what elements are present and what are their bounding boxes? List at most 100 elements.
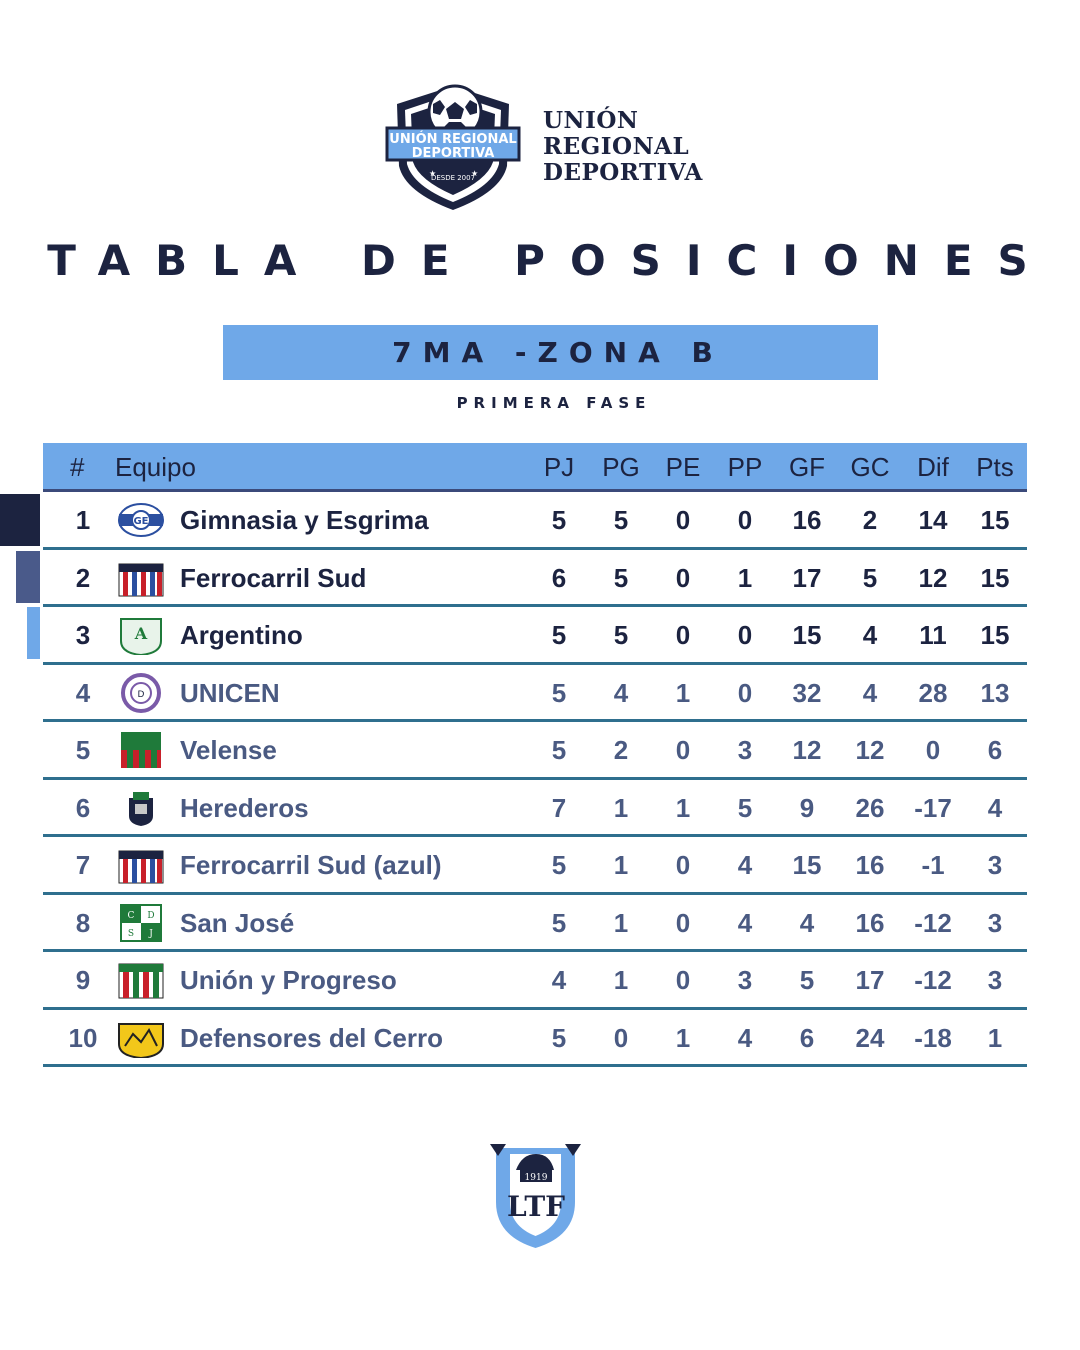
ferrocarril-crest-icon	[118, 563, 164, 596]
gf-cell: 5	[799, 965, 815, 995]
pp-cell: 5	[737, 792, 753, 823]
gc-cell: 2	[862, 505, 878, 535]
herederos-crest-icon	[129, 791, 153, 826]
argentino-crest-icon: A	[120, 618, 162, 655]
badge-line1: UNIÓN REGIONAL	[389, 131, 516, 147]
dif-cell: 11	[919, 620, 947, 650]
team-name: Defensores del Cerro	[180, 1022, 443, 1053]
header-gf: GF	[788, 452, 826, 482]
dif-cell: -12	[914, 965, 952, 995]
pj-cell: 5	[551, 505, 567, 535]
team-name: San José	[180, 907, 295, 938]
gc-cell: 24	[855, 1022, 885, 1053]
pg-cell: 1	[613, 907, 629, 938]
position-cell: 4	[75, 677, 91, 708]
pg-cell: 1	[613, 850, 629, 880]
position-cell: 9	[75, 965, 91, 995]
gc-cell: 26	[855, 792, 885, 823]
svg-text:C: C	[128, 911, 135, 921]
union-regional-logo: UNIÓN REGIONAL DEPORTIVA DESDE 2007 ★ ★ …	[383, 82, 723, 214]
table-row: 2 Ferrocarril Sud 6 5 0 1 17 5 12 15	[43, 550, 1027, 607]
team-name: UNICEN	[180, 677, 280, 708]
header-pe: PE	[665, 452, 701, 482]
gf-cell: 4	[799, 907, 815, 938]
header-pj: PJ	[543, 452, 575, 482]
team-name: Unión y Progreso	[180, 965, 397, 995]
dif-cell: -18	[914, 1022, 952, 1053]
table-row: 5 Velense 5 2 0 3 12 12 0 6	[43, 722, 1027, 780]
position-cell: 8	[75, 907, 91, 938]
table-body: GE 1 Gimnasia y Esgrima 5 5 0 0 16 2 14 15 2 Ferroca…	[43, 492, 1027, 1067]
pts-cell: 15	[980, 505, 1010, 535]
defensores-crest-icon	[118, 1022, 164, 1058]
pj-cell: 5	[551, 850, 567, 880]
pg-cell: 5	[613, 562, 629, 593]
pj-cell: 7	[551, 792, 567, 823]
dif-cell: -1	[921, 850, 945, 880]
pj-cell: 5	[551, 907, 567, 938]
pp-cell: 4	[737, 907, 753, 938]
pp-cell: 3	[737, 965, 753, 995]
gf-cell: 16	[792, 505, 822, 535]
footer-year: 1919	[525, 1173, 548, 1183]
dif-cell: -17	[914, 792, 952, 823]
gc-cell: 16	[855, 850, 885, 880]
svg-text:A: A	[134, 624, 148, 643]
pts-cell: 13	[980, 677, 1010, 708]
pts-cell: 15	[980, 620, 1010, 650]
gc-cell: 16	[855, 907, 885, 938]
gc-cell: 5	[862, 562, 878, 593]
pg-cell: 5	[613, 505, 629, 535]
gc-cell: 4	[862, 620, 878, 650]
unicen-crest-icon: D	[121, 672, 161, 713]
pp-cell: 3	[737, 735, 753, 765]
table-row: A 3 Argentino 5 5 0 0 15 4 11 15	[43, 607, 1027, 665]
podium-marker-1	[0, 494, 40, 546]
position-cell: 7	[75, 850, 91, 880]
position-cell: 5	[75, 735, 91, 765]
pp-cell: 0	[737, 505, 753, 535]
header-pos: #	[70, 452, 85, 482]
pe-cell: 1	[675, 792, 691, 823]
pts-cell: 3	[987, 850, 1003, 880]
union-progreso-crest-icon	[118, 963, 164, 999]
pts-cell: 6	[987, 735, 1003, 765]
position-cell: 1	[75, 505, 91, 535]
phase-label: PRIMERA FASE	[456, 394, 652, 412]
gf-cell: 15	[792, 620, 822, 650]
dif-cell: 0	[925, 735, 941, 765]
badge-since: DESDE 2007	[431, 174, 475, 182]
gimnasia-crest-icon: GE	[118, 503, 164, 537]
svg-text:D: D	[138, 690, 145, 700]
gc-cell: 4	[862, 677, 878, 708]
pe-cell: 0	[675, 735, 691, 765]
table-row: 10 Defensores del Cerro 5 0 1 4 6 24 -18 1	[43, 1010, 1027, 1067]
header-pp: PP	[727, 452, 763, 482]
pp-cell: 0	[737, 677, 753, 708]
pe-cell: 0	[675, 965, 691, 995]
pj-cell: 5	[551, 1022, 567, 1053]
table-row: GE 1 Gimnasia y Esgrima 5 5 0 0 16 2 14 15	[43, 492, 1027, 550]
san-jose-crest-icon: C D S J	[120, 903, 162, 942]
pts-cell: 4	[987, 792, 1003, 823]
pj-cell: 5	[551, 735, 567, 765]
dif-cell: 28	[918, 677, 948, 708]
brand-name-line3: DEPORTIVA	[543, 159, 703, 186]
table-row: C D S J 8 San José 5 1 0 4 4 16 -12 3	[43, 895, 1027, 952]
pg-cell: 1	[613, 965, 629, 995]
gf-cell: 15	[792, 850, 822, 880]
ferrocarril-crest-icon	[118, 850, 164, 884]
header-team: Equipo	[115, 452, 196, 482]
team-name: Velense	[180, 735, 277, 765]
gf-cell: 17	[792, 562, 822, 593]
pts-cell: 3	[987, 907, 1003, 938]
position-cell: 2	[75, 562, 91, 593]
pe-cell: 0	[675, 562, 691, 593]
pj-cell: 6	[551, 562, 567, 593]
pe-cell: 0	[675, 505, 691, 535]
table-row: 6 Herederos 7 1 1 5 9 26 -17 4	[43, 780, 1027, 837]
dif-cell: 14	[918, 505, 948, 535]
svg-text:S: S	[128, 929, 134, 939]
position-cell: 6	[75, 792, 91, 823]
page-title: TABLA DE POSICIONES	[47, 236, 1053, 285]
